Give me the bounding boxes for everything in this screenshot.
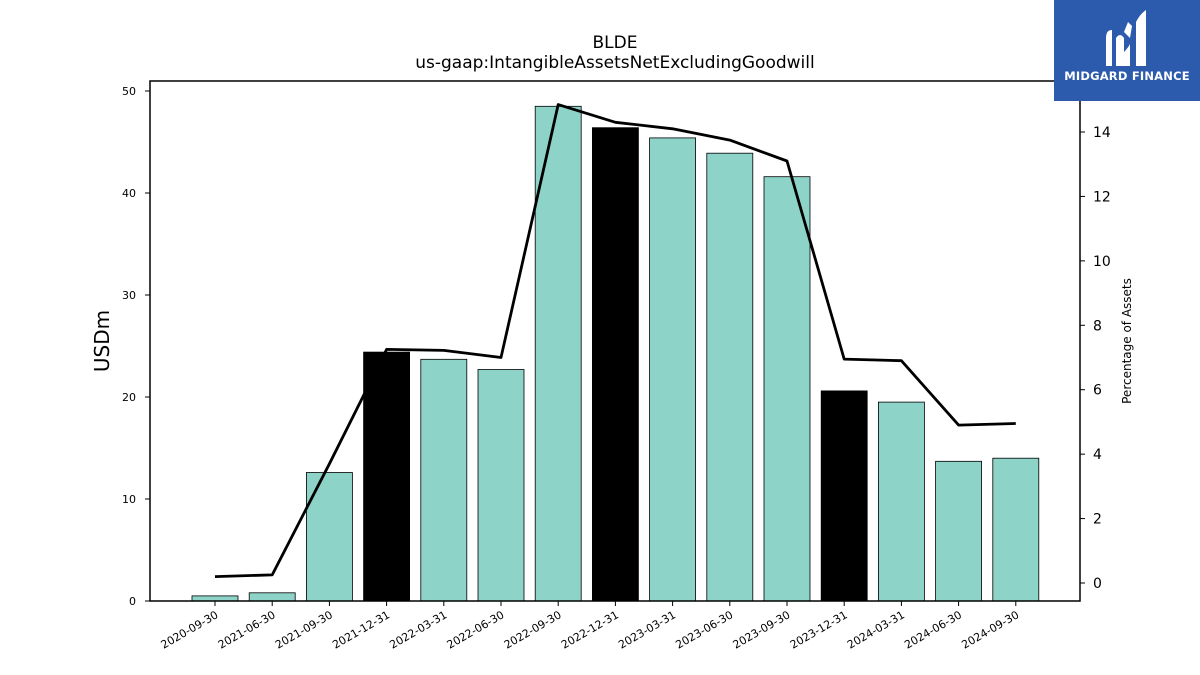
line-group (214, 103, 1016, 578)
y-tick-label-50: 50 (122, 85, 136, 98)
bar-2022-12-31 (592, 127, 639, 602)
y2-tick-label-8: 8 (1093, 318, 1102, 334)
y-tick-label-20: 20 (122, 391, 136, 404)
bar-2020-09-30 (191, 595, 239, 602)
x-tick-label-2023-12-31: 2023-12-31 (788, 608, 850, 651)
bar-2021-06-30 (248, 592, 296, 602)
bar-2023-03-31 (649, 137, 696, 602)
y-tick-label-10: 10 (122, 493, 136, 506)
y2-tick-label-2: 2 (1093, 512, 1102, 528)
y-tick-label-0: 0 (129, 595, 136, 608)
x-tick-label-2021-12-31: 2021-12-31 (330, 608, 392, 651)
bar-2023-12-31 (820, 390, 868, 602)
y2-tick-label-6: 6 (1093, 383, 1102, 399)
y2-axis-label: Percentage of Assets (1120, 278, 1134, 404)
x-tick-label-2023-09-30: 2023-09-30 (731, 608, 793, 651)
y-tick-label-30: 30 (122, 289, 136, 302)
y2-tick-label-12: 12 (1093, 189, 1111, 205)
y2-tick-label-0: 0 (1093, 576, 1102, 592)
bar-2024-06-30 (935, 460, 982, 602)
y2-tick-label-4: 4 (1093, 447, 1102, 463)
x-tick-label-2024-09-30: 2024-09-30 (959, 608, 1021, 651)
x-tick-label-2022-03-31: 2022-03-31 (387, 608, 449, 651)
bar-2024-09-30 (992, 457, 1040, 602)
bar-2021-12-31 (363, 351, 411, 602)
y2-tick-label-10: 10 (1093, 254, 1111, 270)
bar-2024-03-31 (878, 401, 925, 602)
chart-subtitle: us-gaap:IntangibleAssetsNetExcludingGood… (415, 53, 814, 73)
x-tick-label-2022-09-30: 2022-09-30 (502, 608, 564, 651)
x-tick-label-2020-09-30: 2020-09-30 (159, 608, 221, 651)
x-tick-label-2022-06-30: 2022-06-30 (445, 608, 507, 651)
brand-logo: MIDGARD FINANCE (1054, 0, 1200, 101)
x-axis: 2020-09-302021-06-302021-09-302021-12-31… (159, 601, 1021, 652)
x-tick-label-2021-06-30: 2021-06-30 (216, 608, 278, 651)
chart-title: BLDE (593, 33, 638, 53)
x-tick-label-2024-06-30: 2024-06-30 (902, 608, 964, 651)
y-axis-label: USDm (90, 310, 114, 372)
x-tick-label-2024-03-31: 2024-03-31 (845, 608, 907, 651)
bar-2023-09-30 (763, 176, 811, 602)
left-axis: 0 10 20 30 40 50 (122, 85, 150, 608)
x-tick-label-2021-09-30: 2021-09-30 (273, 608, 335, 651)
y2-tick-label-14: 14 (1093, 125, 1111, 141)
bar-2022-06-30 (477, 369, 525, 602)
bar-2022-03-31 (420, 358, 468, 602)
bar-2021-09-30 (305, 472, 353, 602)
brand-name: MIDGARD FINANCE (1064, 69, 1190, 83)
midgard-logo-icon (1106, 10, 1146, 66)
right-axis: 0 2 4 6 8 10 12 14 (1080, 125, 1111, 592)
x-tick-label-2022-12-31: 2022-12-31 (559, 608, 621, 651)
bar-2022-09-30 (534, 105, 582, 602)
percentage-line (214, 103, 1016, 578)
bar-2023-06-30 (706, 152, 754, 602)
bars-group (191, 105, 1040, 602)
x-tick-label-2023-06-30: 2023-06-30 (673, 608, 735, 651)
x-tick-label-2023-03-31: 2023-03-31 (616, 608, 678, 651)
y-tick-label-40: 40 (122, 187, 136, 200)
